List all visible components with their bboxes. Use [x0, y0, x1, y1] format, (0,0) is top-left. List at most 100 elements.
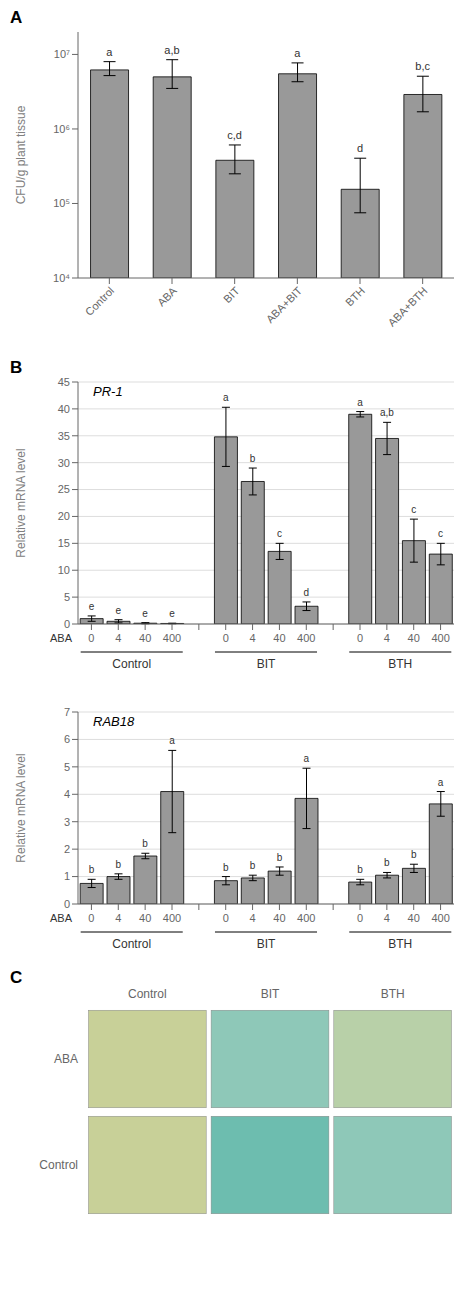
svg-text:c: c [438, 528, 443, 539]
svg-text:a: a [106, 46, 113, 58]
svg-text:4: 4 [64, 788, 70, 800]
svg-text:b: b [250, 453, 256, 464]
svg-text:BTH: BTH [381, 987, 405, 1001]
svg-text:b: b [142, 838, 148, 849]
svg-text:b,c: b,c [415, 60, 430, 72]
svg-text:10⁵: 10⁵ [53, 197, 70, 209]
svg-text:ABA+BIT: ABA+BIT [264, 284, 305, 325]
svg-text:7: 7 [64, 706, 70, 718]
svg-text:40: 40 [408, 632, 420, 644]
svg-text:0: 0 [64, 898, 70, 910]
svg-text:1: 1 [64, 870, 70, 882]
svg-text:b: b [277, 852, 283, 863]
svg-text:c,d: c,d [227, 129, 242, 141]
svg-text:Control: Control [112, 937, 151, 951]
svg-text:4: 4 [250, 632, 256, 644]
svg-text:a,b: a,b [380, 407, 394, 418]
svg-text:CFU/g plant tissue: CFU/g plant tissue [14, 105, 28, 204]
svg-text:400: 400 [297, 632, 315, 644]
svg-text:Control: Control [128, 987, 167, 1001]
svg-text:BIT: BIT [257, 657, 276, 671]
svg-text:a: a [438, 777, 444, 788]
svg-text:400: 400 [431, 912, 449, 924]
svg-text:0: 0 [357, 912, 363, 924]
svg-text:4: 4 [115, 632, 121, 644]
svg-text:ABA+BTH: ABA+BTH [385, 284, 429, 328]
svg-text:400: 400 [431, 632, 449, 644]
svg-text:5: 5 [64, 591, 70, 603]
svg-text:b: b [223, 862, 229, 873]
svg-text:4: 4 [250, 912, 256, 924]
svg-text:4: 4 [384, 632, 390, 644]
svg-text:40: 40 [139, 632, 151, 644]
svg-text:BTH: BTH [388, 657, 412, 671]
svg-text:15: 15 [58, 537, 70, 549]
svg-text:BTH: BTH [343, 284, 367, 308]
svg-text:b: b [89, 864, 95, 875]
svg-text:BIT: BIT [221, 284, 242, 305]
svg-text:e: e [116, 605, 122, 616]
svg-text:Control: Control [39, 1158, 78, 1172]
svg-text:ABA: ABA [54, 1052, 78, 1066]
html-text:PR-1: PR-1 [93, 384, 123, 399]
svg-text:Control: Control [112, 657, 151, 671]
svg-text:5: 5 [64, 761, 70, 773]
svg-text:ABA: ABA [50, 632, 73, 644]
svg-text:400: 400 [163, 632, 181, 644]
html-text:RAB18: RAB18 [93, 714, 135, 729]
svg-text:BTH: BTH [388, 937, 412, 951]
svg-text:40: 40 [273, 632, 285, 644]
svg-text:10⁷: 10⁷ [54, 48, 70, 60]
svg-text:d: d [357, 142, 363, 154]
svg-text:3: 3 [64, 816, 70, 828]
svg-text:b: b [411, 849, 417, 860]
svg-text:e: e [89, 601, 95, 612]
svg-text:a,b: a,b [164, 44, 179, 56]
svg-text:Control: Control [83, 284, 117, 318]
svg-text:400: 400 [163, 912, 181, 924]
svg-text:40: 40 [408, 912, 420, 924]
svg-text:d: d [304, 587, 310, 598]
svg-text:a: a [357, 397, 363, 408]
svg-text:BIT: BIT [261, 987, 280, 1001]
svg-text:0: 0 [88, 912, 94, 924]
svg-text:0: 0 [64, 618, 70, 630]
svg-text:40: 40 [58, 403, 70, 415]
svg-text:b: b [250, 860, 256, 871]
svg-text:ABA: ABA [155, 284, 180, 309]
svg-text:e: e [169, 608, 175, 619]
svg-text:6: 6 [64, 733, 70, 745]
svg-text:40: 40 [273, 912, 285, 924]
svg-text:b: b [357, 864, 363, 875]
svg-text:10⁶: 10⁶ [53, 123, 70, 135]
svg-text:c: c [411, 504, 416, 515]
svg-text:a: a [169, 735, 175, 746]
svg-text:4: 4 [384, 912, 390, 924]
svg-text:45: 45 [58, 376, 70, 388]
svg-text:b: b [384, 857, 390, 868]
svg-text:c: c [277, 528, 282, 539]
svg-text:b: b [116, 859, 122, 870]
svg-text:10⁴: 10⁴ [53, 272, 70, 284]
svg-text:a: a [223, 392, 229, 403]
svg-text:0: 0 [88, 632, 94, 644]
svg-text:4: 4 [115, 912, 121, 924]
svg-text:40: 40 [139, 912, 151, 924]
svg-text:35: 35 [58, 430, 70, 442]
svg-text:Relative mRNA level: Relative mRNA level [14, 448, 28, 557]
svg-text:a: a [294, 47, 301, 59]
svg-text:Relative mRNA level: Relative mRNA level [14, 753, 28, 862]
svg-text:ABA: ABA [50, 912, 73, 924]
svg-text:0: 0 [223, 912, 229, 924]
svg-text:0: 0 [223, 632, 229, 644]
svg-text:10: 10 [58, 564, 70, 576]
svg-text:0: 0 [357, 632, 363, 644]
svg-text:e: e [142, 608, 148, 619]
svg-text:a: a [304, 753, 310, 764]
svg-text:400: 400 [297, 912, 315, 924]
svg-text:2: 2 [64, 843, 70, 855]
svg-text:20: 20 [58, 510, 70, 522]
svg-text:25: 25 [58, 483, 70, 495]
svg-text:BIT: BIT [257, 937, 276, 951]
svg-text:30: 30 [58, 457, 70, 469]
